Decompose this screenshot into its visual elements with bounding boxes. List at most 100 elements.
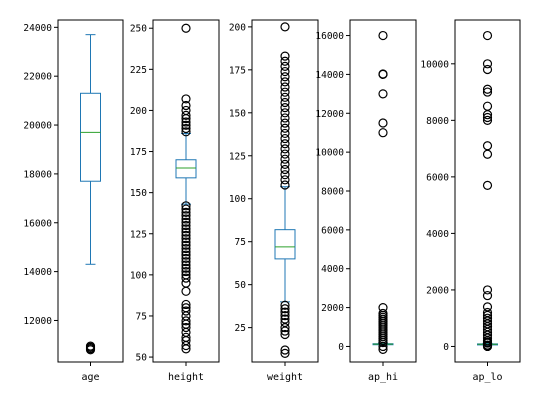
outlier-point (181, 204, 191, 214)
outlier-point (280, 300, 290, 310)
outlier-point (482, 59, 493, 69)
outlier-point (280, 82, 290, 92)
outlier-point (482, 101, 493, 111)
y-tick-label: 150 (229, 108, 246, 119)
outlier-point (280, 92, 290, 102)
outlier-point (181, 211, 191, 221)
outlier-point (181, 237, 191, 247)
outlier-point (482, 180, 493, 190)
outlier-point (181, 270, 191, 280)
outlier-point (181, 217, 191, 227)
outlier-point (280, 170, 290, 180)
outlier-point (378, 344, 388, 354)
outlier-point (181, 243, 191, 254)
y-tick-label: 12000 (315, 109, 344, 120)
outlier-point (482, 302, 493, 312)
outlier-point (280, 87, 290, 97)
outlier-point (85, 341, 96, 351)
outlier-point (181, 322, 191, 333)
y-tick-label: 0 (443, 342, 449, 353)
x-axis-label-age: age (81, 372, 99, 383)
y-tick-label: 6000 (321, 225, 344, 236)
y-tick-label: 4000 (321, 264, 344, 275)
outlier-point (482, 87, 493, 97)
outlier-point (378, 118, 388, 128)
outlier-point (280, 61, 290, 72)
y-tick-label: 8000 (426, 116, 449, 127)
outlier-point (181, 316, 191, 326)
outlier-point (280, 154, 290, 164)
outlier-point (181, 207, 191, 217)
outlier-point (181, 201, 191, 211)
outlier-point (181, 105, 191, 116)
outlier-point (482, 285, 493, 295)
outlier-point (181, 220, 191, 231)
y-tick-label: 50 (235, 280, 247, 291)
outlier-point (280, 51, 290, 61)
y-tick-label: 20000 (23, 121, 52, 132)
y-tick-label: 100 (229, 194, 246, 205)
outlier-point (280, 103, 290, 113)
y-tick-label: 200 (229, 22, 246, 33)
outlier-point (280, 304, 290, 314)
y-tick-label: 12000 (23, 316, 52, 327)
y-tick-label: 14000 (315, 70, 344, 81)
x-axis-label-ap_hi: ap_hi (368, 372, 398, 383)
y-tick-label: 16000 (315, 31, 344, 42)
x-axis-label-ap_lo: ap_lo (472, 372, 502, 383)
outlier-point (280, 123, 290, 133)
outlier-point (181, 253, 191, 264)
outlier-point (378, 89, 388, 99)
outlier-point (280, 149, 290, 159)
outlier-point (181, 260, 191, 270)
y-tick-label: 75 (136, 311, 147, 322)
outlier-point (482, 64, 493, 75)
outlier-point (280, 314, 290, 324)
outlier-point (280, 159, 290, 169)
iqr-box (80, 92, 101, 182)
outlier-point (181, 303, 191, 313)
outlier-point (181, 240, 191, 250)
y-tick-label: 175 (229, 65, 246, 76)
y-tick-label: 16000 (23, 218, 52, 229)
outlier-point (378, 128, 388, 138)
y-tick-label: 14000 (23, 267, 52, 278)
y-tick-label: 0 (338, 342, 344, 353)
outlier-point (181, 23, 191, 33)
y-tick-label: 8000 (321, 187, 344, 198)
outlier-point (482, 290, 493, 301)
outlier-point (181, 100, 191, 111)
outlier-point (280, 72, 290, 82)
y-tick-label: 125 (229, 151, 246, 162)
outlier-point (280, 139, 290, 149)
y-tick-label: 250 (130, 24, 147, 35)
outlier-point (280, 133, 290, 144)
outlier-point (181, 94, 191, 104)
x-axis-label-weight: weight (267, 372, 303, 383)
outlier-point (280, 144, 290, 154)
outlier-point (181, 273, 191, 283)
y-tick-label: 25 (235, 323, 246, 334)
axes-frame-3 (349, 19, 417, 363)
outlier-point (181, 234, 191, 244)
outlier-point (181, 110, 191, 120)
outlier-point (482, 112, 493, 123)
outlier-point (280, 164, 290, 175)
y-tick-label: 4000 (426, 229, 449, 240)
outlier-point (280, 128, 290, 139)
y-tick-label: 200 (130, 106, 147, 117)
outlier-point (280, 66, 290, 77)
outlier-point (280, 175, 290, 185)
outlier-point (181, 299, 191, 310)
y-tick-label: 150 (130, 188, 147, 199)
outlier-point (181, 214, 191, 224)
y-tick-label: 75 (235, 237, 246, 248)
outlier-point (280, 317, 290, 328)
outlier-point (280, 113, 290, 123)
outlier-point (378, 302, 388, 313)
outlier-point (181, 250, 191, 260)
outlier-point (280, 77, 290, 87)
outlier-point (482, 30, 493, 41)
outlier-point (378, 30, 388, 41)
outlier-point (181, 230, 191, 240)
